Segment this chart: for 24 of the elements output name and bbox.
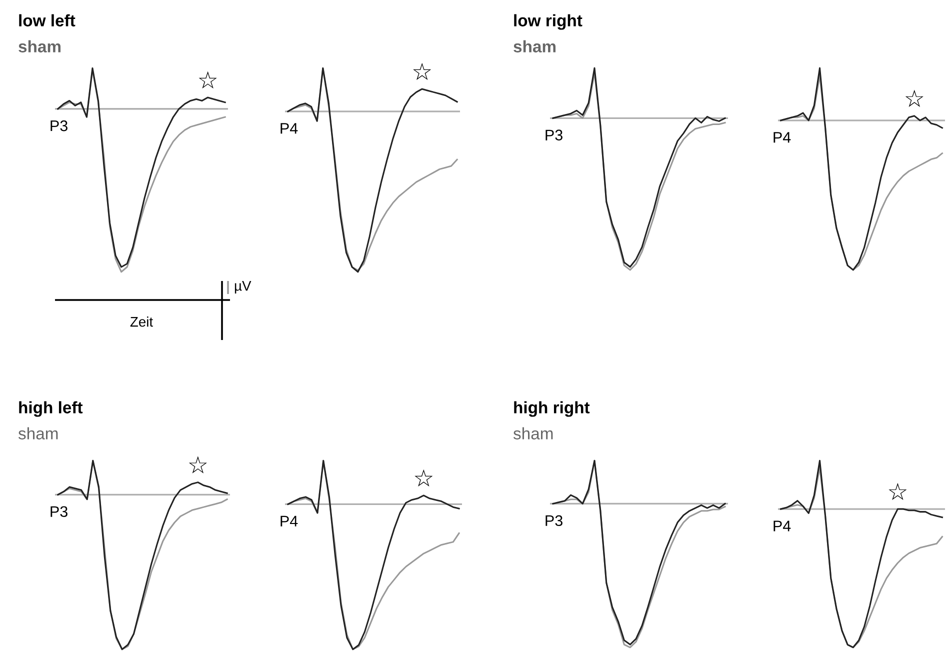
chart-title: high right bbox=[514, 401, 590, 417]
annotation: ☆ bbox=[414, 469, 433, 487]
chart-title: high left bbox=[19, 401, 83, 417]
text: Zeit bbox=[130, 316, 153, 327]
annotation: P3 bbox=[546, 515, 562, 526]
annotation: P3 bbox=[50, 120, 68, 132]
annotation: ☆ bbox=[188, 456, 207, 474]
annotation: ☆ bbox=[905, 90, 924, 107]
text: sham bbox=[18, 40, 61, 52]
annotation: P4 bbox=[280, 123, 298, 134]
annotation: ☆ bbox=[198, 71, 217, 88]
text: sham bbox=[18, 427, 58, 440]
annotation: P4 bbox=[280, 516, 298, 526]
text: µV bbox=[234, 281, 252, 294]
chart-title: low left bbox=[19, 14, 76, 26]
annotation: P4 bbox=[774, 132, 791, 143]
annotation: P3 bbox=[546, 130, 562, 140]
text: sham bbox=[513, 427, 553, 440]
annotation: P4 bbox=[774, 520, 791, 532]
annotation: P3 bbox=[50, 506, 68, 518]
annotation: ☆ bbox=[888, 482, 907, 500]
annotation: ☆ bbox=[413, 62, 432, 80]
chart-title: low right bbox=[514, 14, 582, 30]
text: sham bbox=[514, 40, 556, 52]
